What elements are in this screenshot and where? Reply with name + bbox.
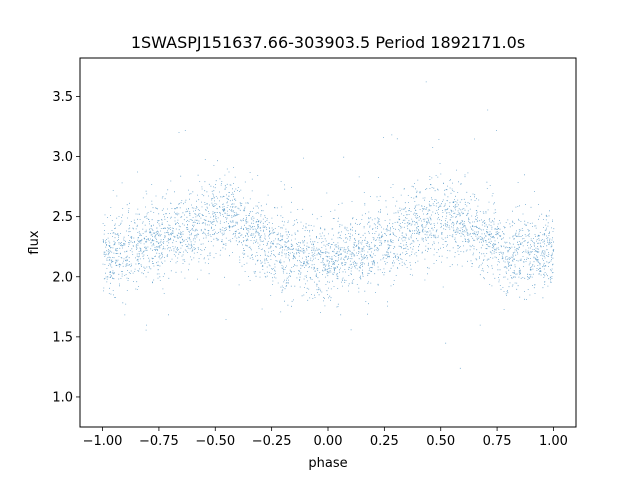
scatter-point xyxy=(102,81,555,369)
x-tick-label: 0.00 xyxy=(314,434,343,449)
y-tick-label: 1.5 xyxy=(52,330,73,345)
x-tick-label: 0.50 xyxy=(426,434,455,449)
x-tick-label: −1.00 xyxy=(83,434,123,449)
y-axis: 1.0 1.5 2.0 2.5 3.0 3.5 xyxy=(52,90,80,405)
x-tick-label: 0.75 xyxy=(483,434,512,449)
y-tick-label: 3.0 xyxy=(52,150,73,165)
x-tick-label: −0.25 xyxy=(252,434,292,449)
y-tick-label: 3.5 xyxy=(52,90,73,105)
x-axis-label: phase xyxy=(308,456,347,471)
scatter-points xyxy=(102,81,555,369)
y-tick-label: 2.0 xyxy=(52,270,73,285)
x-tick-label: 0.25 xyxy=(370,434,399,449)
chart-title: 1SWASPJ151637.66-303903.5 Period 1892171… xyxy=(131,33,525,52)
x-axis: −1.00 −0.75 −0.50 −0.25 0.00 0.25 0.50 0.75 1.00 xyxy=(83,427,568,449)
y-axis-label: flux xyxy=(27,230,42,254)
x-tick-label: −0.75 xyxy=(139,434,179,449)
x-tick-label: 1.00 xyxy=(539,434,568,449)
x-tick-label: −0.50 xyxy=(195,434,235,449)
y-tick-label: 2.5 xyxy=(52,210,73,225)
y-tick-label: 1.0 xyxy=(52,390,73,405)
